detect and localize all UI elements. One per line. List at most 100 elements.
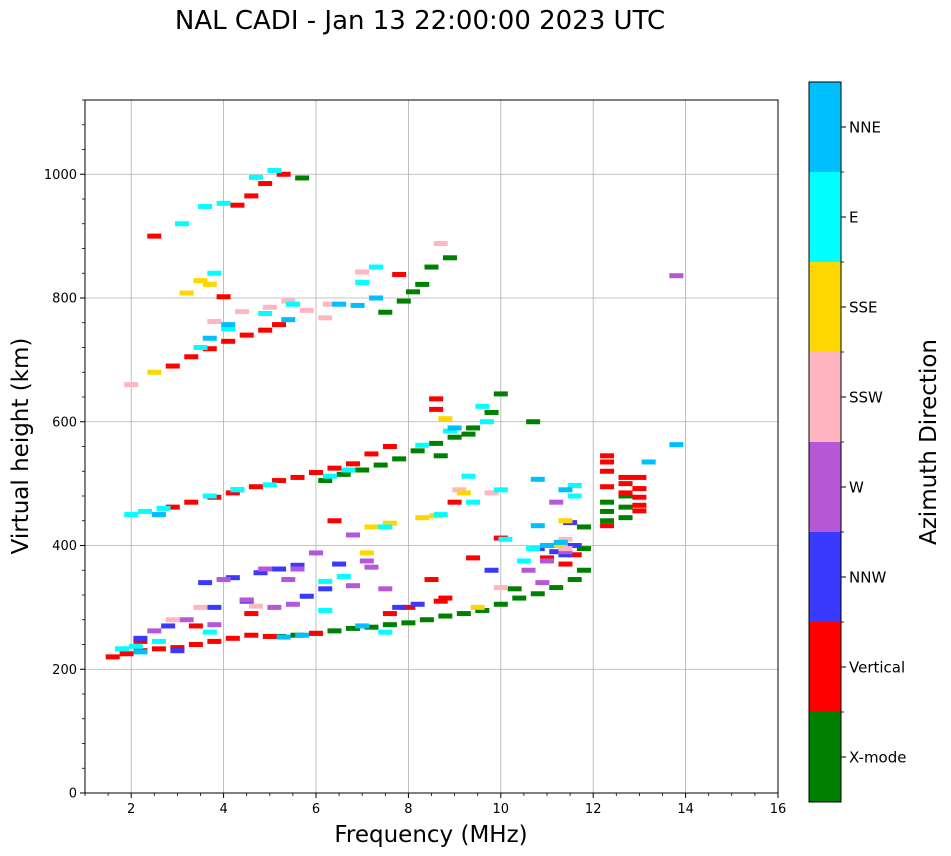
echo-point <box>410 448 425 454</box>
x-tick-label: 4 <box>219 802 227 817</box>
echo-point <box>493 391 508 397</box>
echo-point <box>378 586 393 592</box>
echo-point <box>262 304 277 310</box>
echo-point <box>433 512 448 518</box>
echo-point <box>632 502 647 508</box>
echo-point <box>600 499 615 505</box>
echo-point <box>600 523 615 529</box>
echo-point <box>281 317 296 323</box>
echo-point <box>466 499 481 505</box>
colorbar-segment <box>809 532 841 622</box>
echo-point <box>248 603 263 609</box>
echo-point <box>281 577 296 583</box>
echo-point <box>202 281 217 287</box>
echo-point <box>632 508 647 514</box>
echo-point <box>285 601 300 607</box>
echo-point <box>309 630 323 636</box>
echo-point <box>165 363 180 369</box>
echo-point <box>373 462 388 468</box>
echo-point <box>369 264 384 270</box>
echo-point <box>355 280 370 286</box>
echo-point <box>258 566 273 572</box>
echo-point <box>151 646 166 652</box>
echo-point <box>133 638 148 644</box>
echo-point <box>202 335 217 341</box>
echo-point <box>253 570 268 576</box>
echo-point <box>452 487 467 493</box>
echo-point <box>290 474 305 480</box>
echo-point <box>484 490 499 496</box>
colorbar-segment <box>809 262 841 352</box>
y-tick-label: 400 <box>52 539 77 554</box>
echo-point <box>290 566 305 572</box>
echo-point <box>433 453 448 459</box>
colorbar: X-mode Vertical NNW W SSW SSE E NNE <box>808 81 906 803</box>
echo-point <box>442 255 457 261</box>
echo-point <box>600 518 615 524</box>
echo-point <box>244 632 259 638</box>
y-tick-label: 600 <box>52 415 77 430</box>
echo-point <box>600 508 615 514</box>
echo-point <box>327 465 342 471</box>
echo-point <box>207 270 222 276</box>
echo-point <box>318 315 333 321</box>
echo-point <box>600 459 615 465</box>
echo-point <box>332 301 347 307</box>
echo-point <box>632 486 647 492</box>
echo-point <box>341 467 356 473</box>
colorbar-label: Azimuth Direction <box>916 339 942 545</box>
echo-point <box>133 649 148 655</box>
echo-point <box>345 461 360 467</box>
echo-point <box>225 490 240 496</box>
colorbar-tick-label: NNW <box>849 569 886 587</box>
chart-title: NAL CADI - Jan 13 22:00:00 2023 UTC <box>174 6 666 36</box>
series-e <box>114 168 582 652</box>
echo-point <box>369 295 384 301</box>
echo-point <box>267 604 282 610</box>
echo-point <box>378 629 393 635</box>
echo-point <box>295 175 310 181</box>
echo-point <box>438 416 453 422</box>
echo-point <box>198 580 213 586</box>
echo-point <box>415 281 430 287</box>
echo-point <box>669 442 684 448</box>
x-tick-label: 12 <box>585 802 602 817</box>
colorbar-segment <box>809 622 841 712</box>
echo-point <box>558 546 573 552</box>
echo-point <box>442 428 457 434</box>
echo-marks <box>105 168 684 660</box>
echo-point <box>272 322 287 328</box>
echo-point <box>530 591 545 597</box>
echo-point <box>276 171 291 177</box>
echo-point <box>124 382 139 388</box>
echo-point <box>632 494 647 500</box>
echo-point <box>641 459 656 465</box>
echo-point <box>498 536 513 542</box>
echo-point <box>322 301 337 307</box>
echo-point <box>225 575 240 581</box>
echo-point <box>359 558 374 564</box>
echo-point <box>281 298 296 304</box>
echo-point <box>438 595 453 601</box>
echo-point <box>248 174 263 180</box>
echo-point <box>447 425 462 431</box>
echo-point <box>202 493 217 499</box>
echo-point <box>239 332 254 338</box>
echo-point <box>618 504 633 510</box>
echo-point <box>221 326 236 332</box>
echo-point <box>461 431 476 437</box>
echo-point <box>567 482 582 488</box>
colorbar-segment <box>809 352 841 442</box>
echo-point <box>230 487 245 493</box>
echo-point <box>433 241 448 247</box>
echo-point <box>327 628 342 634</box>
echo-point <box>535 580 550 586</box>
echo-point <box>248 484 263 490</box>
echo-point <box>558 518 573 524</box>
echo-point <box>285 301 300 307</box>
echo-point <box>549 499 564 505</box>
colorbar-tick-label: E <box>849 209 858 227</box>
echo-point <box>364 524 379 530</box>
echo-point <box>272 478 287 484</box>
echo-point <box>540 543 554 548</box>
